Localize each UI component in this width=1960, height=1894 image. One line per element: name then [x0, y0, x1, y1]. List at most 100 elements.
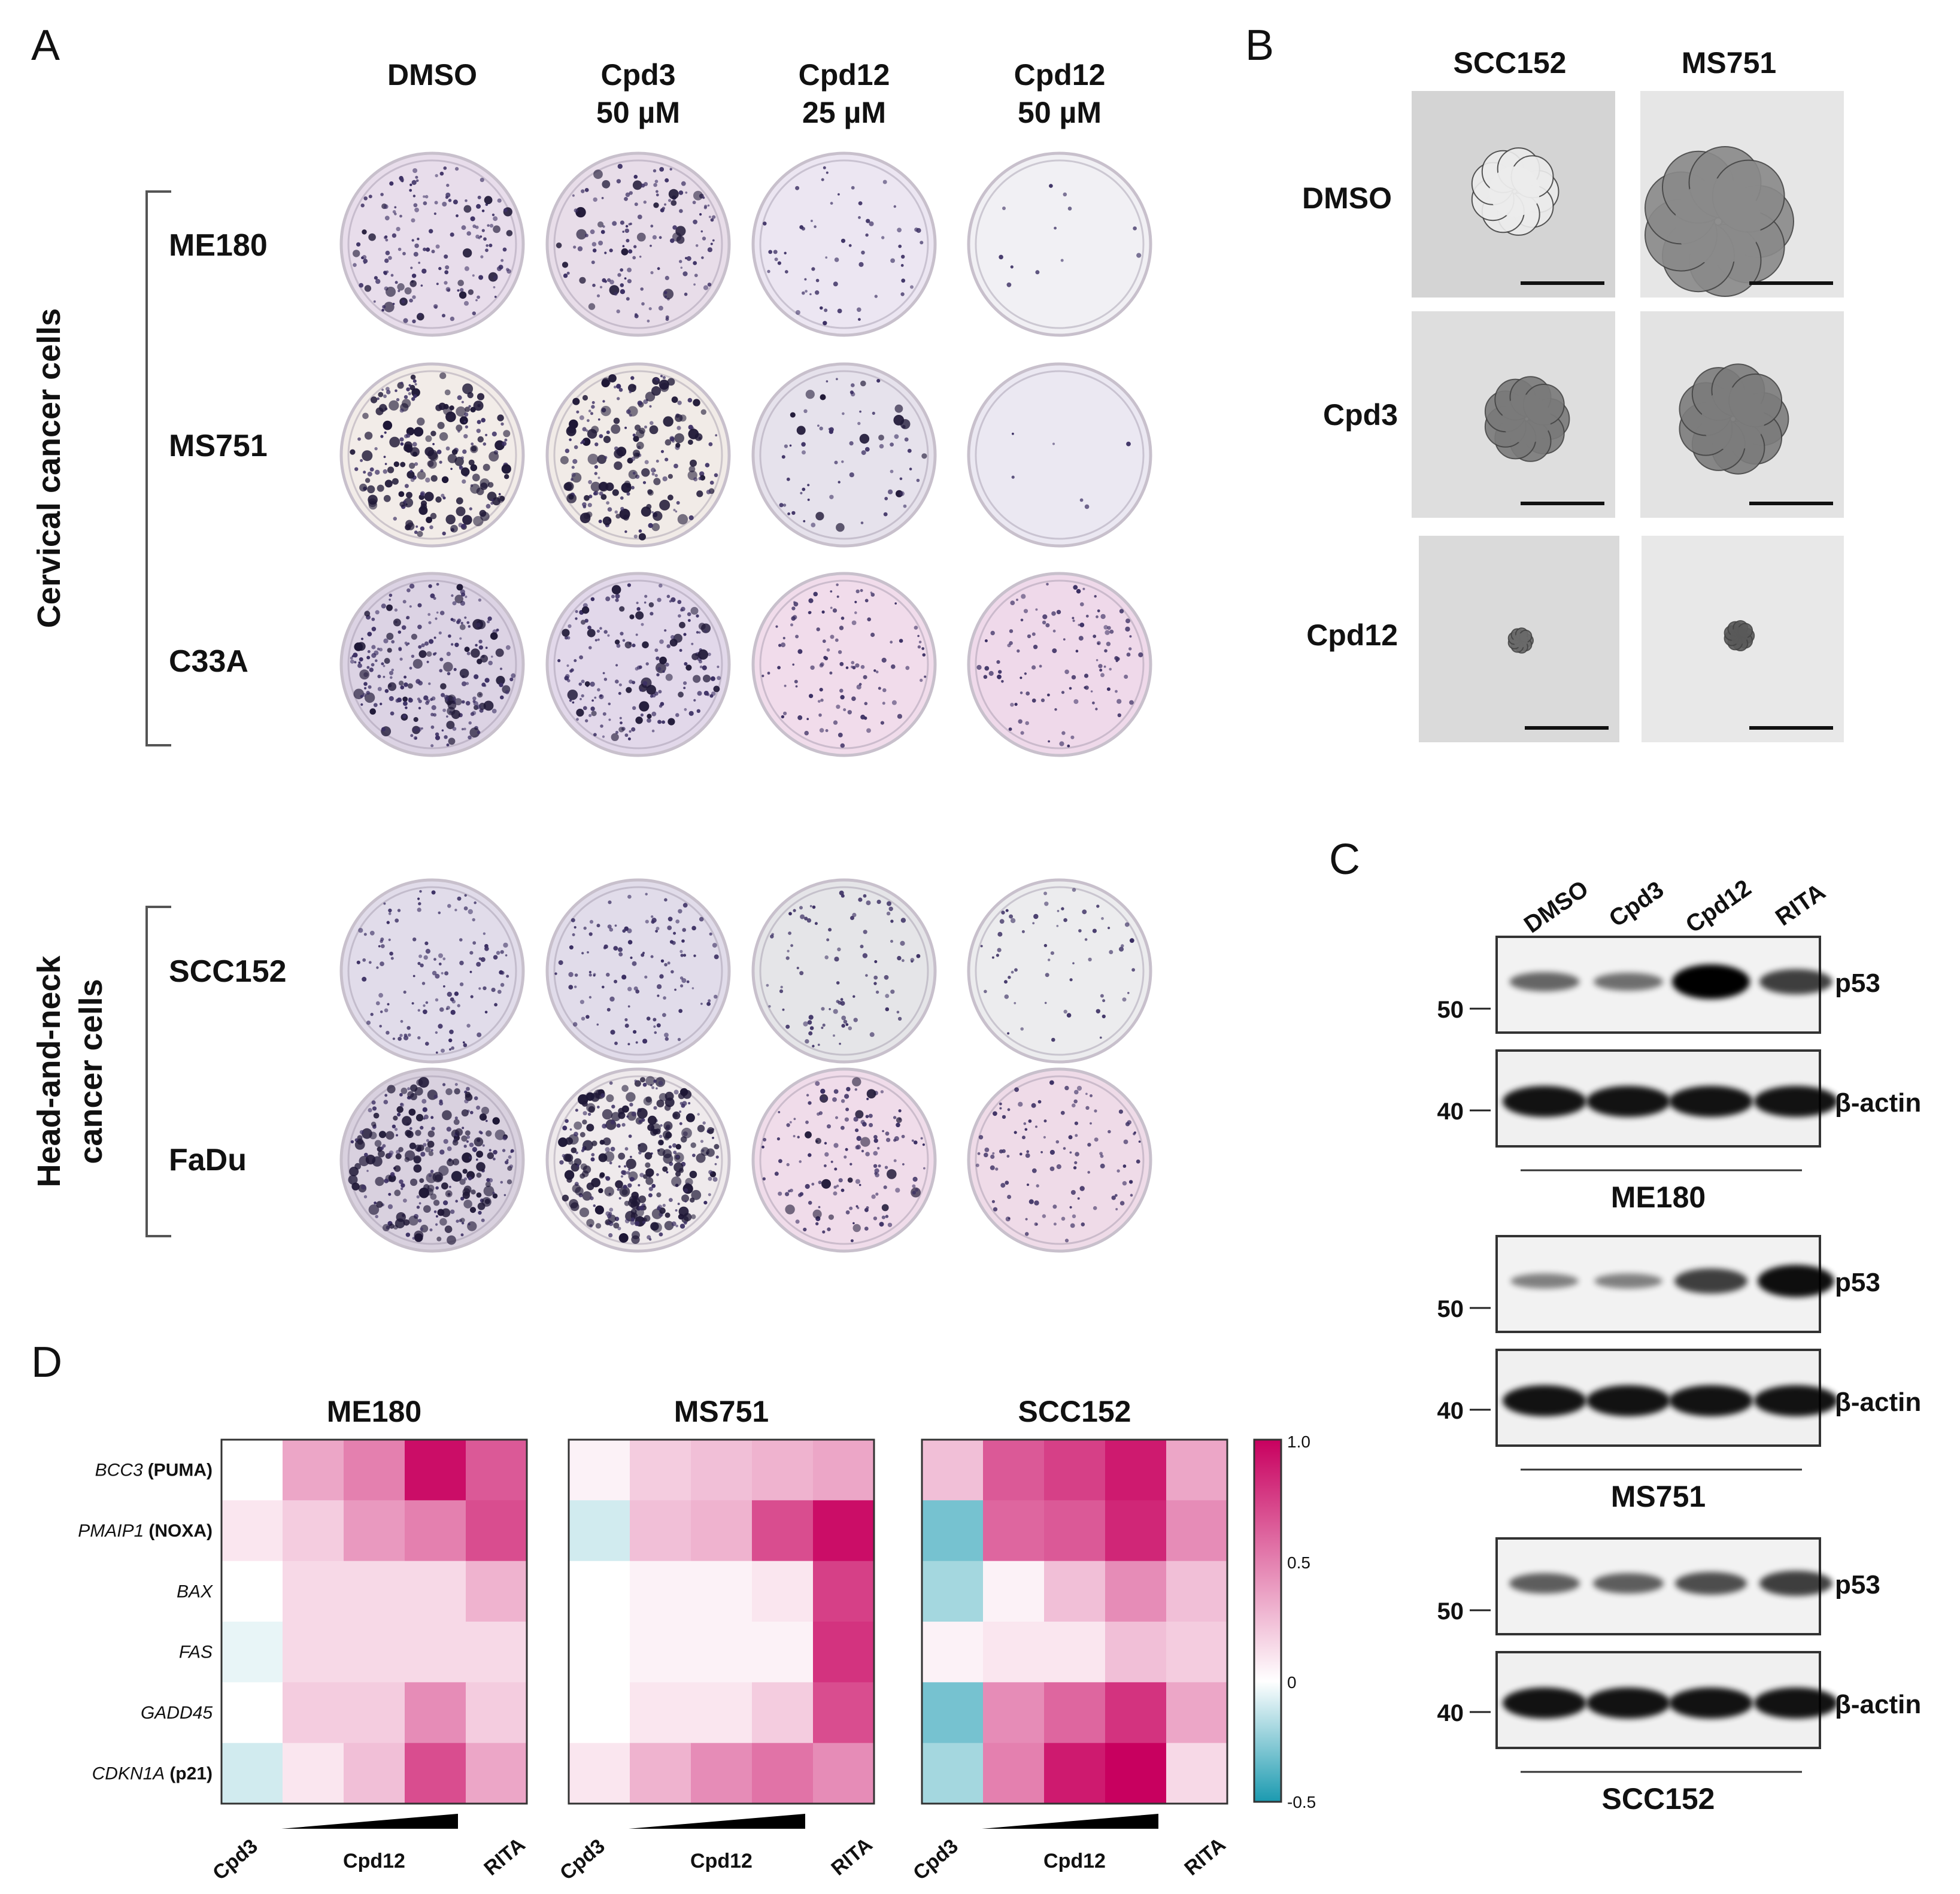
- panel-c: DMSO Cpd3 Cpd12 RITA 50 40 p53 β-actin ME180…: [1437, 875, 1922, 1816]
- actin-label: β-actin: [1835, 1088, 1921, 1118]
- p53-band: [1510, 1273, 1579, 1289]
- col-header-cpd3: Cpd3: [601, 58, 676, 92]
- heatmap-cell: [466, 1500, 527, 1562]
- colony-dish-grid: [339, 151, 1152, 1253]
- cpd12-gradient-wedge: [281, 1814, 458, 1829]
- heatmap-cell: [752, 1440, 814, 1501]
- heatmap-cell: [813, 1622, 875, 1683]
- p53-band: [1674, 1268, 1747, 1294]
- p53-label: p53: [1835, 1570, 1880, 1599]
- blot-cell-line-label: ME180: [1611, 1180, 1706, 1214]
- heatmap-cell: [405, 1622, 466, 1683]
- p53-band: [1509, 972, 1580, 991]
- heatmap-ms751: MS751 Cpd3 Cpd12 RITA: [556, 1395, 876, 1884]
- heatmap-cell: [691, 1561, 753, 1622]
- col-header-cpd12-50: Cpd12: [1014, 58, 1106, 92]
- colony-dish: [545, 1067, 731, 1253]
- heatmap-cell: [1166, 1682, 1228, 1744]
- heatmap-cell: [1166, 1500, 1228, 1562]
- colorbar-tick-0: 0: [1287, 1673, 1297, 1692]
- actin-band: [1586, 1086, 1670, 1117]
- actin-band: [1669, 1086, 1753, 1117]
- spheroid-micrograph: [1640, 311, 1844, 518]
- p53-band: [1758, 1265, 1834, 1297]
- heatmap-cell: [1166, 1622, 1228, 1683]
- colony-dish: [967, 1067, 1152, 1253]
- heatmap-cell: [466, 1682, 527, 1744]
- heatmap-cell: [1044, 1622, 1106, 1683]
- lane-label-dmso: DMSO: [1519, 876, 1594, 939]
- blot-ms751: 50 40 p53 β-actin MS751: [1437, 1235, 1921, 1513]
- colony-dish: [751, 878, 937, 1064]
- heatmap-cell: [405, 1682, 466, 1744]
- panel-letter-c: C: [1329, 836, 1360, 884]
- lane-label-rita: RITA: [1771, 879, 1830, 931]
- heatmap-cell: [691, 1743, 753, 1804]
- blot-me180: 50 40 p53 β-actin ME180: [1437, 936, 1921, 1214]
- x-label-cpd12: Cpd12: [1043, 1850, 1106, 1872]
- heatmap-cell: [983, 1440, 1045, 1501]
- p53-band: [1594, 973, 1663, 991]
- panel-a-column-headers: DMSO Cpd3 50 µM Cpd12 25 µM Cpd12 50 µM: [387, 58, 1105, 129]
- heatmap-cell: [1105, 1622, 1167, 1683]
- head-neck-group-label-line1: Head-and-neck: [31, 955, 67, 1187]
- actin-band: [1586, 1687, 1670, 1719]
- p53-label: p53: [1835, 969, 1880, 998]
- heatmap-frame: [220, 1438, 528, 1805]
- colony-dish: [339, 151, 525, 337]
- heatmap-me180: ME180 Cpd3 Cpd12 RITA: [208, 1395, 529, 1884]
- mw-marker-40: 40: [1437, 1398, 1464, 1424]
- mw-marker-50: 50: [1437, 1296, 1464, 1322]
- heatmap-cell: [283, 1440, 344, 1501]
- heatmap-title: SCC152: [1018, 1395, 1131, 1428]
- heatmap-cell: [1105, 1440, 1167, 1501]
- heatmap-frame: [568, 1438, 875, 1805]
- row-label-me180: ME180: [169, 228, 268, 263]
- lane-label-cpd12: Cpd12: [1681, 875, 1756, 938]
- x-label-cpd12: Cpd12: [343, 1850, 405, 1872]
- panel-letter-a: A: [31, 22, 60, 69]
- heatmap-cell: [630, 1622, 691, 1683]
- heatmap-cell: [1105, 1743, 1167, 1804]
- col-header-cpd12-25: Cpd12: [799, 58, 890, 92]
- p53-band: [1594, 1273, 1662, 1289]
- p53-band: [1759, 969, 1832, 994]
- heatmap-cell: [983, 1622, 1045, 1683]
- heatmap-cell: [344, 1622, 405, 1683]
- colony-dish: [751, 151, 937, 337]
- heatmap-title: ME180: [327, 1395, 421, 1428]
- heatmap-cell: [1044, 1561, 1106, 1622]
- head-neck-bracket: [145, 906, 171, 1237]
- colorbar: 1.0 0.5 0 -0.5: [1253, 1432, 1316, 1811]
- heatmap-cell: [922, 1500, 984, 1562]
- row-label-ms751: MS751: [169, 429, 268, 463]
- heatmap-cell: [466, 1743, 527, 1804]
- panel-letter-b: B: [1245, 22, 1274, 69]
- lane-labels: DMSO Cpd3 Cpd12 RITA: [1519, 875, 1830, 938]
- heatmap-cell: [1044, 1682, 1106, 1744]
- heatmap-cell: [1166, 1440, 1228, 1501]
- x-label-cpd12: Cpd12: [690, 1850, 753, 1872]
- spheroid-micrograph: [1419, 536, 1619, 742]
- heatmap-cell: [569, 1440, 630, 1501]
- heatmap-cell: [569, 1743, 630, 1804]
- actin-band: [1669, 1687, 1753, 1719]
- gene-label: GADD45: [141, 1703, 213, 1723]
- colony-dish: [339, 878, 525, 1064]
- x-label-rita: RITA: [827, 1833, 876, 1880]
- spheroid-image-grid: [1412, 91, 1844, 742]
- panel-b: SCC152 MS751 DMSO Cpd3 Cpd12: [1302, 46, 1844, 742]
- colony-dish: [545, 362, 731, 548]
- actin-band: [1503, 1687, 1586, 1719]
- heatmap-cell: [691, 1500, 753, 1562]
- col-header-cpd3-conc: 50 µM: [596, 96, 680, 129]
- p53-band: [1675, 1572, 1747, 1595]
- heatmap-cell: [283, 1561, 344, 1622]
- heatmap-cell: [630, 1440, 691, 1501]
- row-label-fadu: FaDu: [169, 1143, 247, 1177]
- actin-band: [1586, 1385, 1670, 1416]
- colorbar-tick-neg-0-5: -0.5: [1287, 1793, 1316, 1811]
- heatmap-cell: [813, 1440, 875, 1501]
- heatmap-cell: [1044, 1743, 1106, 1804]
- actin-band: [1669, 1385, 1753, 1416]
